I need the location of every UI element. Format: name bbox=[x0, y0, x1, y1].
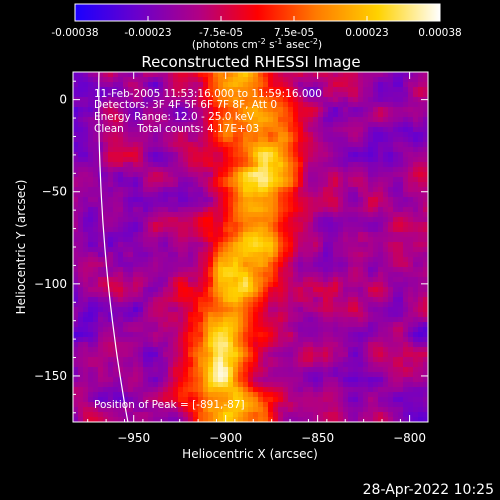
colorbar-tick-label: 7.5e-05 bbox=[274, 27, 314, 39]
x-tick-label: −950 bbox=[117, 431, 150, 445]
annotation-clean: Clean Total counts: 4.17E+03 bbox=[94, 123, 259, 135]
y-tick-label: −150 bbox=[34, 369, 67, 383]
colorbar-tick-label: -0.00023 bbox=[124, 27, 171, 39]
chart-title: Reconstructed RHESSI Image bbox=[141, 53, 360, 71]
colorbar-tick-label: 0.00038 bbox=[418, 27, 461, 39]
solar-limb bbox=[98, 72, 129, 422]
timestamp: 28-Apr-2022 10:25 bbox=[363, 482, 494, 498]
y-tick-label: −50 bbox=[42, 185, 67, 199]
axis-ticks: −950 −900 −850 −800 0 −50 −100 −150 bbox=[34, 72, 428, 445]
heatmap-image bbox=[73, 72, 428, 422]
colorbar-ticks: -0.00038 -0.00023 -7.5e-05 7.5e-05 0.00023 0.… bbox=[51, 16, 462, 39]
y-tick-label: −100 bbox=[34, 277, 67, 291]
annotation-time: 11-Feb-2005 11:53:16.000 to 11:59:16.000 bbox=[94, 88, 322, 100]
x-tick-label: −850 bbox=[301, 431, 334, 445]
colorbar-tick-label: -7.5e-05 bbox=[199, 27, 243, 39]
x-tick-label: −900 bbox=[209, 431, 242, 445]
colorbar-tick-label: -0.00038 bbox=[51, 27, 98, 39]
x-axis-label: Heliocentric X (arcsec) bbox=[182, 447, 318, 461]
y-axis-label: Heliocentric Y (arcsec) bbox=[14, 180, 28, 315]
colorbar-tick-label: 0.00023 bbox=[345, 27, 388, 39]
colorbar bbox=[74, 3, 441, 22]
annotation-detectors: Detectors: 3F 4F 5F 6F 7F 8F, Att 0 bbox=[94, 99, 277, 111]
colorbar-units: (photons cm-2 s-1 asec-2) bbox=[192, 37, 322, 51]
x-tick-label: −800 bbox=[393, 431, 426, 445]
y-tick-label: 0 bbox=[59, 93, 67, 107]
annotation-energy: Energy Range: 12.0 - 25.0 keV bbox=[94, 111, 255, 123]
peak-position-label: Position of Peak = [-891,-87] bbox=[94, 399, 245, 411]
